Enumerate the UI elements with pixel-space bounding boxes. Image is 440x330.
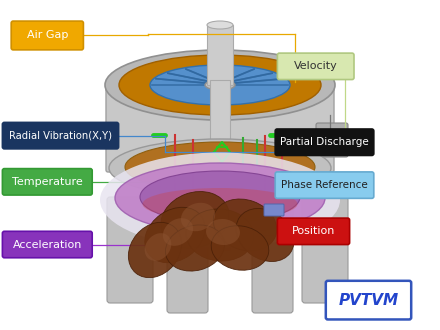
Ellipse shape xyxy=(128,222,182,278)
Ellipse shape xyxy=(105,50,335,120)
Ellipse shape xyxy=(100,152,340,248)
Ellipse shape xyxy=(205,80,235,90)
FancyBboxPatch shape xyxy=(275,129,374,155)
FancyBboxPatch shape xyxy=(302,197,348,303)
Text: Partial Discharge: Partial Discharge xyxy=(280,137,369,147)
Ellipse shape xyxy=(119,55,321,115)
Text: PVTVM: PVTVM xyxy=(338,293,399,308)
FancyBboxPatch shape xyxy=(2,169,92,195)
Ellipse shape xyxy=(109,139,331,197)
FancyBboxPatch shape xyxy=(277,53,354,80)
Ellipse shape xyxy=(213,199,277,251)
FancyBboxPatch shape xyxy=(2,231,92,258)
FancyBboxPatch shape xyxy=(11,21,84,50)
FancyBboxPatch shape xyxy=(167,202,208,313)
Text: Temperature: Temperature xyxy=(12,177,83,187)
Text: Velocity: Velocity xyxy=(294,61,337,71)
Ellipse shape xyxy=(145,207,205,263)
Ellipse shape xyxy=(236,209,294,261)
Ellipse shape xyxy=(125,142,315,192)
Text: Phase Reference: Phase Reference xyxy=(281,180,368,190)
FancyBboxPatch shape xyxy=(326,281,411,319)
Ellipse shape xyxy=(143,188,297,220)
FancyBboxPatch shape xyxy=(2,122,119,149)
FancyBboxPatch shape xyxy=(316,123,348,157)
Text: Acceleration: Acceleration xyxy=(13,240,82,249)
FancyBboxPatch shape xyxy=(207,25,233,85)
FancyBboxPatch shape xyxy=(106,83,334,172)
Ellipse shape xyxy=(161,191,229,248)
Ellipse shape xyxy=(186,209,254,261)
FancyBboxPatch shape xyxy=(275,172,374,198)
Ellipse shape xyxy=(115,163,325,233)
Text: Radial Vibration(X,Y): Radial Vibration(X,Y) xyxy=(9,131,112,141)
Ellipse shape xyxy=(150,65,290,105)
FancyBboxPatch shape xyxy=(264,204,284,216)
Ellipse shape xyxy=(207,21,233,29)
Ellipse shape xyxy=(145,233,171,261)
Ellipse shape xyxy=(163,218,193,246)
Ellipse shape xyxy=(165,225,224,271)
Text: Air Gap: Air Gap xyxy=(26,30,68,41)
Text: Position: Position xyxy=(292,226,335,236)
FancyBboxPatch shape xyxy=(277,218,350,245)
FancyBboxPatch shape xyxy=(107,197,153,303)
Ellipse shape xyxy=(140,171,300,223)
Ellipse shape xyxy=(181,203,215,231)
FancyBboxPatch shape xyxy=(252,202,293,313)
Ellipse shape xyxy=(211,226,269,270)
Ellipse shape xyxy=(206,219,240,245)
Bar xyxy=(210,80,230,250)
FancyBboxPatch shape xyxy=(343,133,367,147)
